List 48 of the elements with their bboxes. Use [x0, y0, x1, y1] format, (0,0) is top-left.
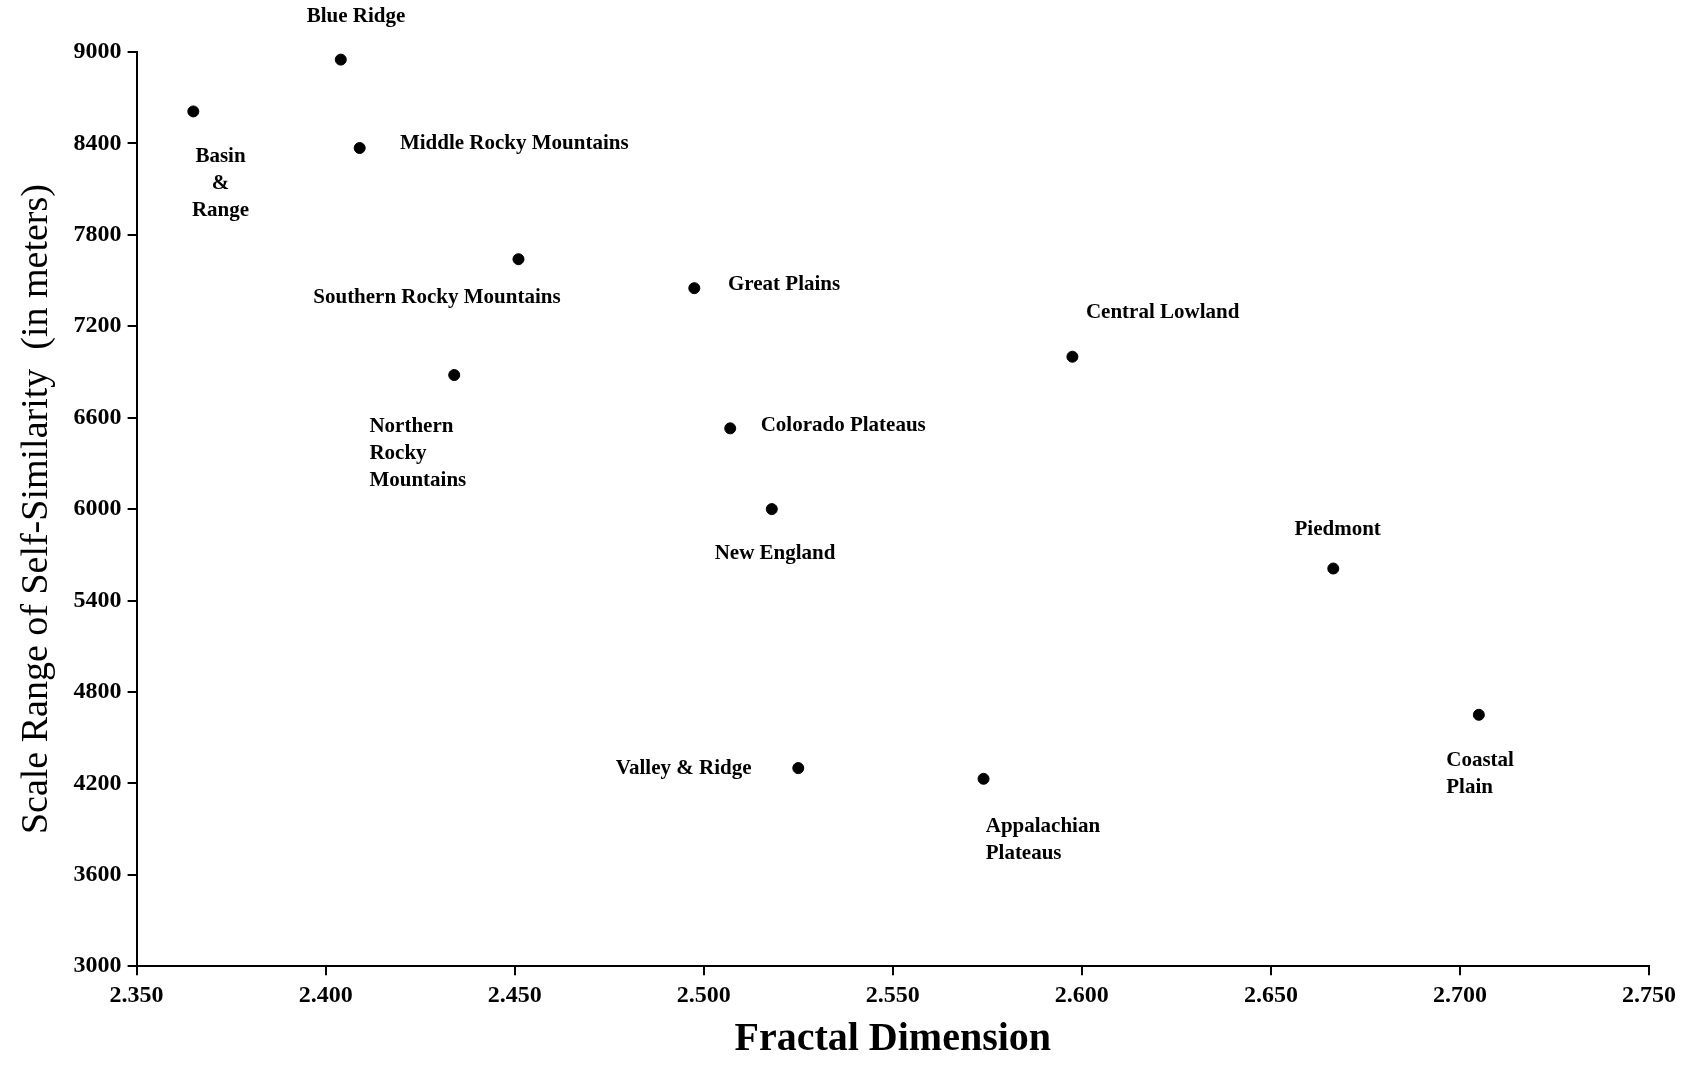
y-tick-label: 4200 — [73, 768, 122, 795]
annotation: Southern Rocky Mountains — [313, 283, 561, 308]
point — [334, 53, 347, 66]
y-tick-label: 5400 — [73, 585, 122, 612]
annotation: Middle Rocky Mountains — [399, 130, 629, 155]
point — [1066, 350, 1079, 363]
point — [977, 772, 990, 785]
annotation: Basin & Range — [191, 143, 250, 222]
point — [724, 422, 737, 435]
x-tick-label: 2.750 — [1622, 980, 1676, 1007]
annotation: Central Lowland — [1085, 298, 1240, 323]
x-tick-label: 2.500 — [676, 980, 731, 1007]
annotation: Colorado Plateaus — [760, 411, 926, 436]
annotation: Northern Rocky Mountains — [369, 412, 467, 491]
y-tick-label: 6600 — [73, 402, 122, 429]
x-tick-label: 2.400 — [298, 980, 353, 1007]
y-tick-label: 8400 — [73, 128, 122, 155]
x-tick-label: 2.650 — [1243, 980, 1298, 1007]
x-tick-label: 2.600 — [1054, 980, 1109, 1007]
annotation: Great Plains — [727, 271, 841, 296]
annotation: Appalachian Plateaus — [985, 813, 1101, 865]
y-tick-label: 4800 — [73, 677, 122, 704]
point — [187, 105, 200, 118]
point — [792, 762, 805, 775]
y-tick-label: 7800 — [73, 220, 122, 247]
annotation: Piedmont — [1294, 515, 1381, 540]
x-tick-label: 2.450 — [487, 980, 542, 1007]
x-axis-title: Fractal Dimension — [734, 1014, 1052, 1060]
x-tick-label: 2.350 — [109, 980, 164, 1007]
point — [353, 141, 366, 154]
y-tick-label: 3000 — [73, 951, 122, 978]
x-tick-label: 2.700 — [1432, 980, 1487, 1007]
point — [512, 253, 525, 266]
annotation: New England — [714, 540, 836, 565]
y-tick-label: 3600 — [73, 859, 122, 886]
annotation: Blue Ridge — [306, 2, 406, 27]
y-tick-label: 6000 — [73, 494, 122, 521]
annotation: Valley & Ridge — [615, 754, 752, 779]
x-tick-label: 2.550 — [865, 980, 920, 1007]
point — [448, 369, 461, 382]
point — [688, 282, 701, 295]
point — [765, 503, 778, 516]
y-tick-label: 7200 — [73, 311, 122, 338]
annotation: Coastal Plain — [1446, 746, 1515, 798]
point — [1327, 562, 1340, 575]
y-axis-title: Scale Range of Self-Similarity (in meters) — [12, 184, 56, 835]
point — [1472, 708, 1485, 721]
y-tick-label: 9000 — [73, 37, 122, 64]
